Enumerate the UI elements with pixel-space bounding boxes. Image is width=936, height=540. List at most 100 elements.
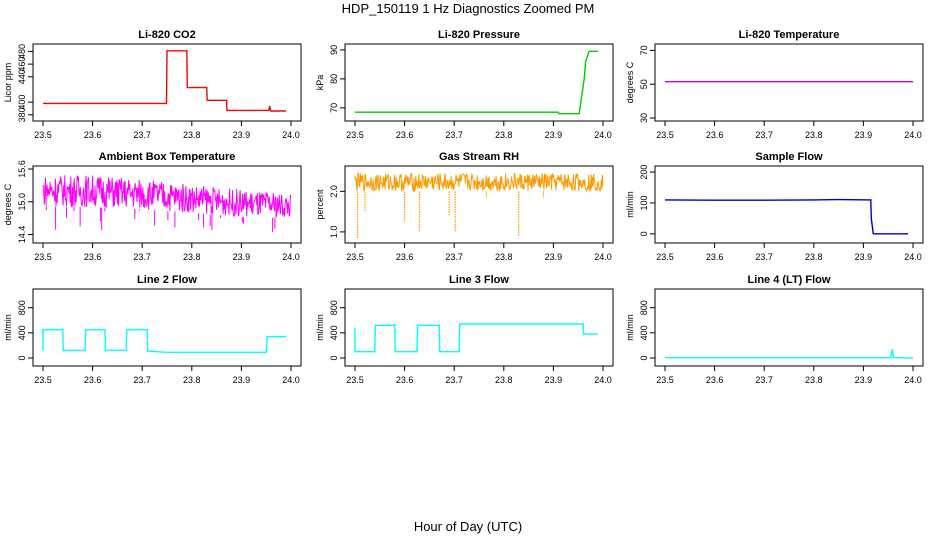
plot-frame	[344, 288, 614, 367]
y-tick-label: 70	[329, 103, 339, 113]
y-tick-label: 200	[639, 165, 649, 180]
x-tick-label: 23.8	[183, 252, 201, 262]
y-tick-label: 15.0	[17, 193, 27, 211]
y-tick-label: 0	[17, 355, 27, 360]
x-tick-label: 23.5	[34, 252, 52, 262]
plot-frame	[654, 43, 924, 122]
y-axis-label: ml/min	[315, 314, 325, 341]
x-tick-label: 23.7	[445, 252, 463, 262]
x-tick-label: 23.6	[396, 130, 414, 140]
x-tick-label: 24.0	[594, 375, 612, 385]
y-tick-label: 14.4	[17, 226, 27, 244]
chart-panel-8: Line 3 Flow 23.5 23.6 23.7 23.8 23.9 24.0 0 400 8…	[315, 274, 614, 385]
x-tick-label: 24.0	[904, 130, 922, 140]
x-tick-label: 23.8	[183, 130, 201, 140]
x-tick-label: 24.0	[594, 130, 612, 140]
x-tick-label: 23.8	[495, 375, 513, 385]
panel-title: Line 2 Flow	[137, 274, 197, 286]
chart-panel-7: Line 2 Flow 23.5 23.6 23.7 23.8 23.9 24.0 0 400 8…	[3, 274, 302, 385]
chart-panel-1: Li-820 CO2 23.5 23.6 23.7 23.8 23.9 24.0 380400…	[3, 29, 302, 140]
series-line	[43, 50, 286, 112]
x-tick-label: 23.7	[755, 130, 773, 140]
x-tick-label: 23.6	[706, 130, 724, 140]
series-line	[665, 349, 914, 359]
x-tick-label: 23.9	[233, 130, 251, 140]
y-tick-label: 100	[639, 195, 649, 210]
series-line	[664, 198, 908, 235]
series-line	[42, 329, 286, 353]
x-tick-label: 24.0	[904, 375, 922, 385]
x-tick-label: 23.5	[346, 252, 364, 262]
y-tick-label: 80	[329, 74, 339, 84]
y-tick-label: 0	[329, 355, 339, 360]
y-tick-label: 440	[17, 69, 27, 84]
x-tick-label: 23.6	[396, 375, 414, 385]
plot-frame	[32, 43, 302, 122]
y-axis-label: ml/min	[625, 191, 635, 218]
x-tick-label: 23.9	[233, 375, 251, 385]
chart-panel-2: Li-820 Pressure 23.5 23.6 23.7 23.8 23.9 24.0 7…	[315, 29, 614, 140]
y-tick-label: 1.0	[329, 226, 339, 239]
y-tick-label: 400	[17, 95, 27, 110]
chart-panel-9: Line 4 (LT) Flow 23.5 23.6 23.7 23.8 23.9 24.0…	[625, 274, 924, 385]
panel-title: Ambient Box Temperature	[99, 151, 236, 163]
chart-panel-5: Gas Stream RH 23.5 23.6 23.7 23.8 23.9 24.0 1.0…	[315, 151, 614, 262]
panel-title: Li-820 Temperature	[739, 29, 840, 41]
x-tick-label: 23.5	[34, 375, 52, 385]
x-tick-label: 23.6	[84, 130, 102, 140]
x-tick-label: 23.7	[445, 375, 463, 385]
y-tick-label: 400	[639, 325, 649, 340]
y-tick-label: 800	[17, 300, 27, 315]
y-tick-label: 30	[639, 113, 649, 123]
x-tick-label: 23.8	[805, 130, 823, 140]
x-tick-label: 23.9	[545, 130, 563, 140]
y-tick-label: 380	[17, 107, 27, 122]
y-axis-label: ml/min	[625, 314, 635, 341]
plot-frame	[344, 43, 614, 122]
y-axis-label: percent	[315, 189, 325, 220]
panel-title: Line 3 Flow	[449, 274, 509, 286]
chart-panel-6: Sample Flow 23.5 23.6 23.7 23.8 23.9 24.0 0 100 2…	[625, 151, 924, 262]
y-tick-label: 480	[17, 44, 27, 59]
plot-frame	[32, 288, 302, 367]
y-tick-label: 800	[329, 300, 339, 315]
y-tick-label: 2.0	[329, 185, 339, 198]
x-tick-label: 23.5	[656, 375, 674, 385]
x-tick-label: 24.0	[904, 252, 922, 262]
panel-title: Li-820 CO2	[138, 29, 195, 41]
x-tick-label: 24.0	[282, 375, 300, 385]
x-tick-label: 24.0	[282, 130, 300, 140]
x-tick-label: 23.9	[855, 375, 873, 385]
x-tick-label: 23.9	[855, 130, 873, 140]
x-tick-label: 23.9	[545, 252, 563, 262]
x-tick-label: 23.6	[84, 375, 102, 385]
x-tick-label: 23.7	[133, 252, 151, 262]
x-tick-label: 23.6	[706, 375, 724, 385]
noise-band	[42, 175, 292, 218]
y-axis-label: degrees C	[3, 183, 13, 225]
y-tick-label: 50	[639, 79, 649, 89]
series-line	[355, 50, 598, 115]
x-tick-label: 23.8	[805, 252, 823, 262]
x-tick-label: 24.0	[282, 252, 300, 262]
y-tick-label: 15.6	[17, 160, 27, 178]
plot-frame	[32, 165, 302, 244]
x-tick-label: 23.7	[445, 130, 463, 140]
x-tick-label: 23.6	[396, 252, 414, 262]
chart-panel-3: Li-820 Temperature 23.5 23.6 23.7 23.8 23.9 24…	[625, 29, 924, 140]
y-tick-label: 0	[639, 355, 649, 360]
y-tick-label: 800	[639, 300, 649, 315]
x-tick-label: 23.8	[183, 375, 201, 385]
panel-title: Line 4 (LT) Flow	[748, 274, 831, 286]
x-axis-caption: Hour of Day (UTC)	[414, 519, 522, 534]
panel-title: Sample Flow	[755, 151, 823, 163]
y-tick-label: 400	[17, 325, 27, 340]
x-tick-label: 23.7	[755, 252, 773, 262]
y-axis-label: ml/min	[3, 314, 13, 341]
y-tick-label: 460	[17, 57, 27, 72]
x-tick-label: 23.5	[656, 130, 674, 140]
panel-title: Gas Stream RH	[439, 151, 519, 163]
y-tick-label: 70	[639, 45, 649, 55]
y-tick-label: 90	[329, 45, 339, 55]
